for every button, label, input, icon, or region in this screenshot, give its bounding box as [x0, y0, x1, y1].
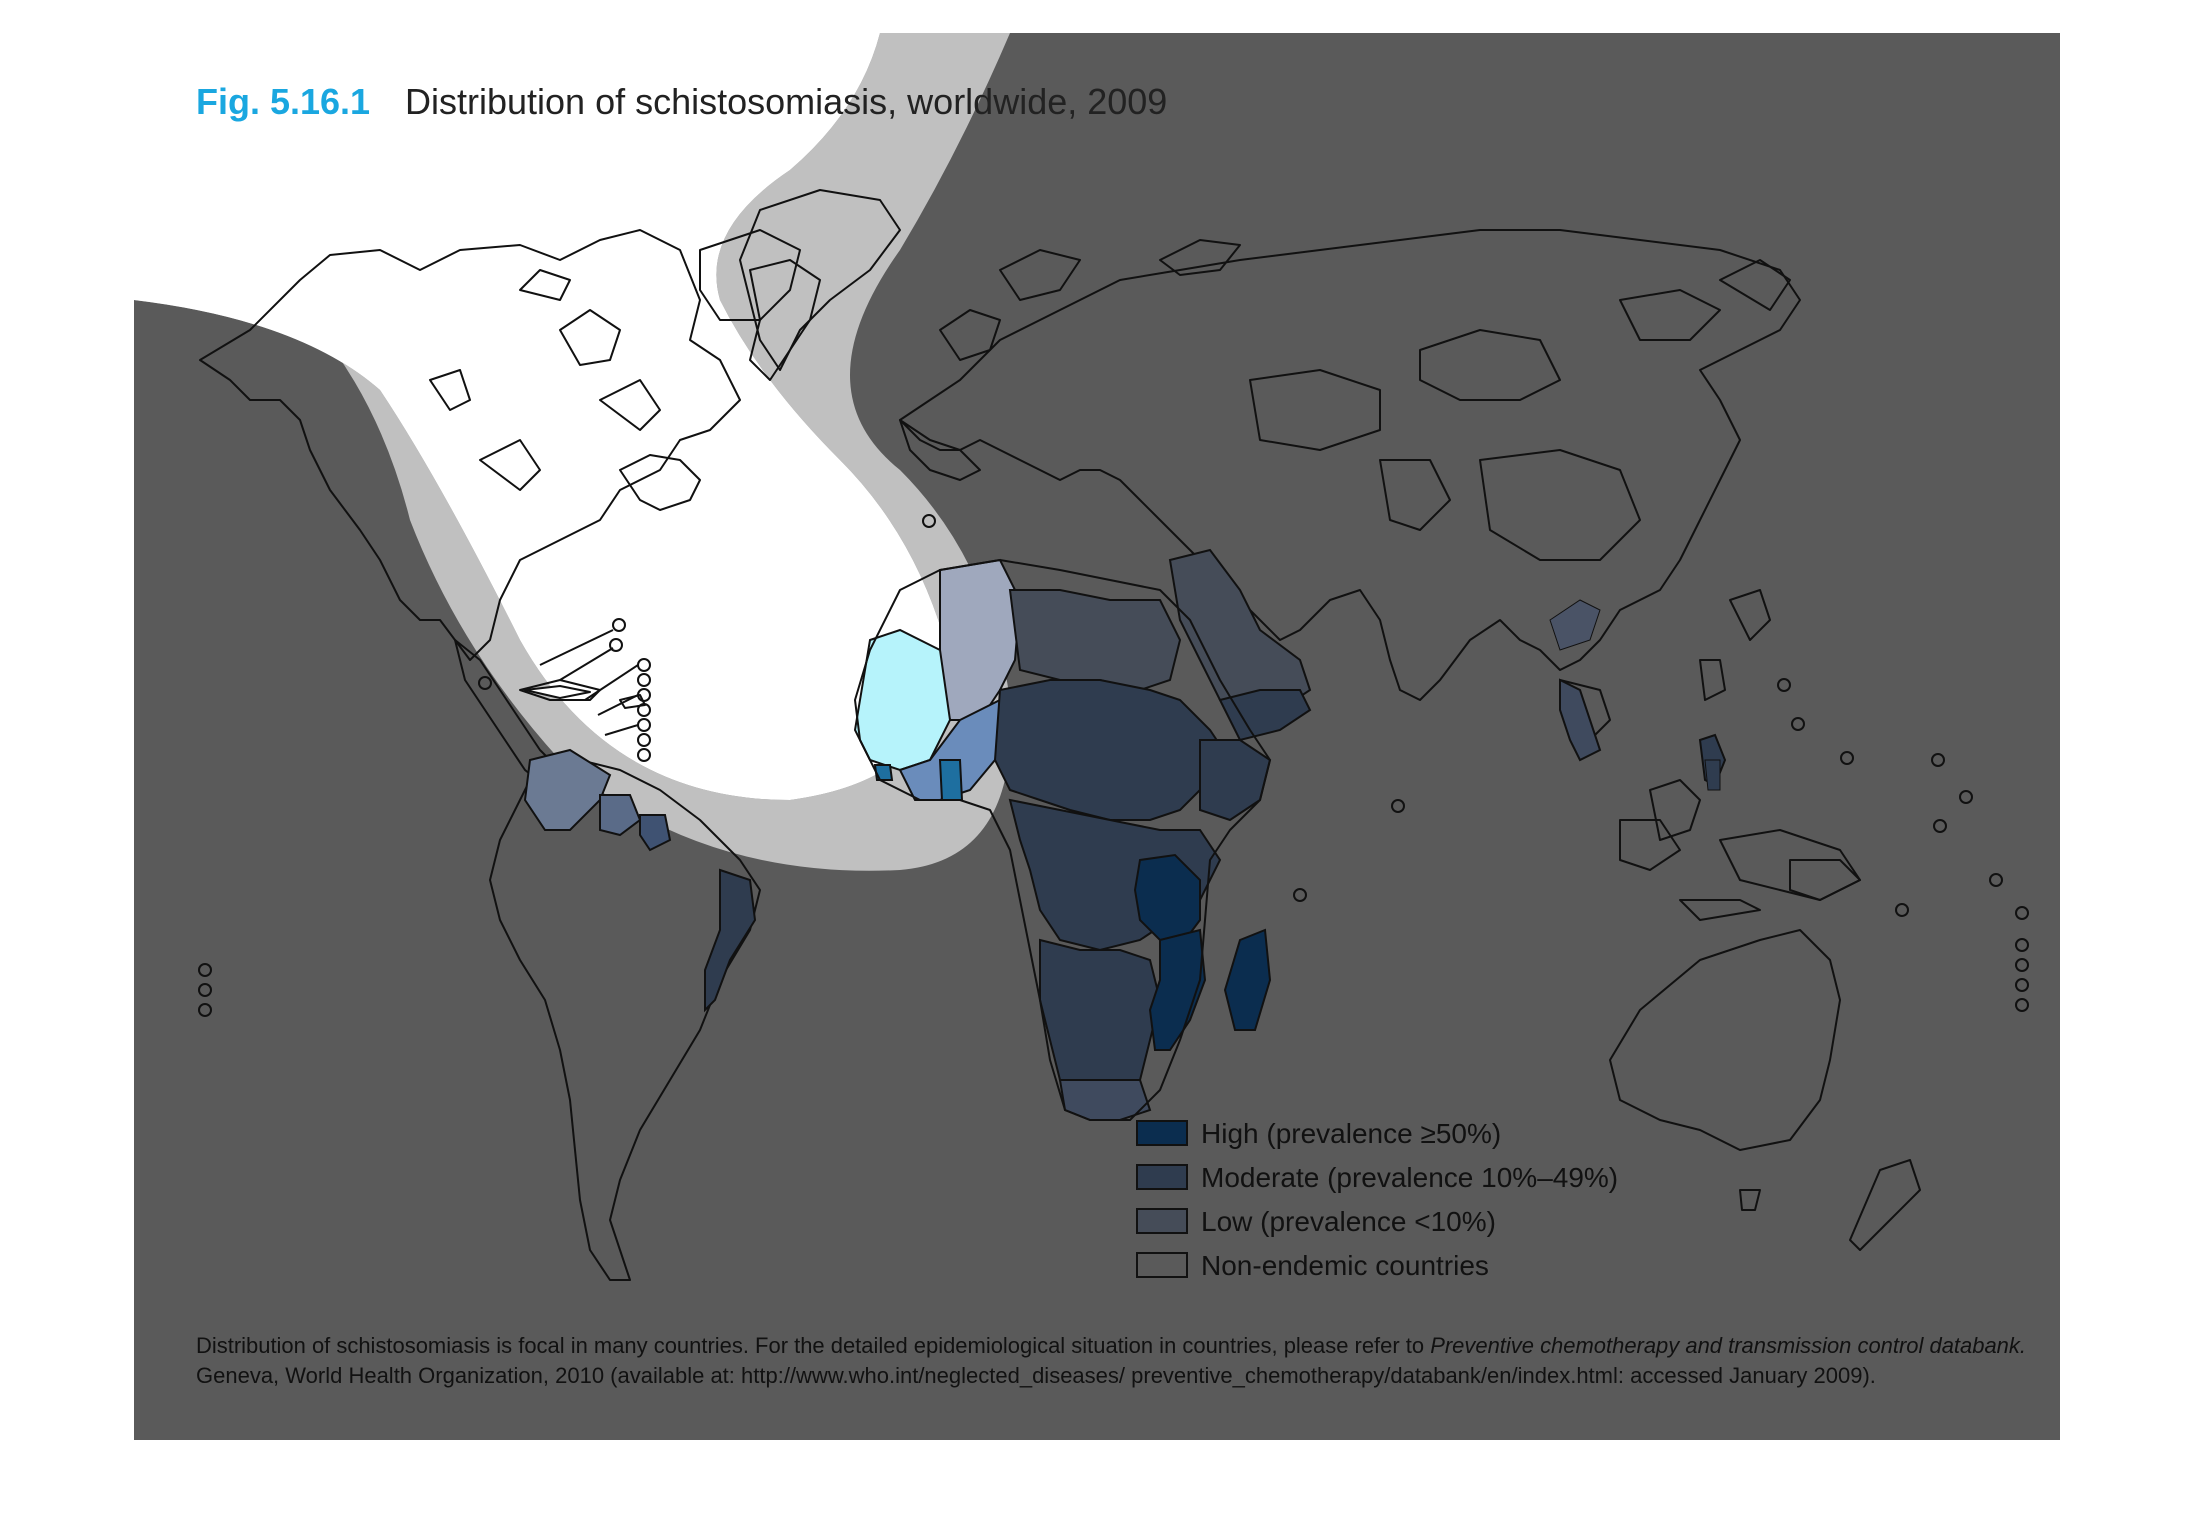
legend-swatch-low	[1136, 1208, 1188, 1234]
region-libya-egypt-low	[1008, 589, 1182, 692]
figure-label: Fig. 5.16.1	[196, 81, 370, 122]
greenland	[739, 189, 901, 371]
australia	[1609, 929, 1841, 1151]
region-china-low	[1549, 599, 1601, 651]
legend-label-high: High (prevalence ≥50%)	[1201, 1118, 1501, 1149]
region-venezuela-low	[599, 794, 642, 837]
small-islands	[198, 514, 2029, 1017]
new-zealand	[1849, 1159, 1921, 1251]
region-brazil-moderate	[704, 868, 757, 1013]
legend-item-low: Low (prevalence <10%)	[1136, 1206, 1496, 1237]
footnote-line-2: Geneva, World Health Organization, 2010 …	[196, 1363, 1876, 1388]
spotlight	[134, 33, 950, 800]
legend-swatch-high	[1136, 1120, 1188, 1146]
legend-swatch-moderate	[1136, 1164, 1188, 1190]
legend-item-moderate: Moderate (prevalence 10%–49%)	[1136, 1162, 1618, 1193]
eurasia	[899, 229, 1861, 921]
region-guinea-high	[873, 764, 894, 781]
region-mozambique-high	[1148, 928, 1207, 1051]
region-madagascar-high	[1223, 928, 1272, 1031]
footnote-line-1: Distribution of schistosomiasis is focal…	[196, 1333, 2026, 1358]
region-suriname-moderate	[639, 814, 672, 852]
footnote-line-1-plain: Distribution of schistosomiasis is focal…	[196, 1333, 1430, 1358]
legend-label-moderate: Moderate (prevalence 10%–49%)	[1201, 1162, 1618, 1193]
legend-swatch-non-endemic	[1136, 1252, 1188, 1278]
papua	[1789, 859, 1861, 901]
south-america	[489, 748, 761, 1281]
region-southeast-asia-low	[1559, 678, 1602, 762]
tasmania	[1739, 1189, 1761, 1211]
legend-label-low: Low (prevalence <10%)	[1201, 1206, 1496, 1237]
legend: High (prevalence ≥50%) Moderate (prevale…	[1136, 1118, 1618, 1281]
spotlight-halo	[134, 33, 1011, 871]
footnote-line-1-italic: Preventive chemotherapy and transmission…	[1430, 1333, 2026, 1358]
region-northern-south-america-low	[523, 748, 612, 831]
region-ghana-high	[938, 759, 964, 801]
legend-item-non-endemic: Non-endemic countries	[1136, 1250, 1489, 1281]
region-sahel-moderate	[993, 679, 1232, 821]
footnote: Distribution of schistosomiasis is focal…	[196, 1333, 2026, 1388]
legend-item-high: High (prevalence ≥50%)	[1136, 1118, 1501, 1149]
legend-label-non-endemic: Non-endemic countries	[1201, 1250, 1489, 1281]
figure-title: Distribution of schistosomiasis, worldwi…	[405, 81, 1167, 122]
africa	[853, 558, 1272, 1121]
region-sulawesi-moderate	[1704, 759, 1721, 791]
